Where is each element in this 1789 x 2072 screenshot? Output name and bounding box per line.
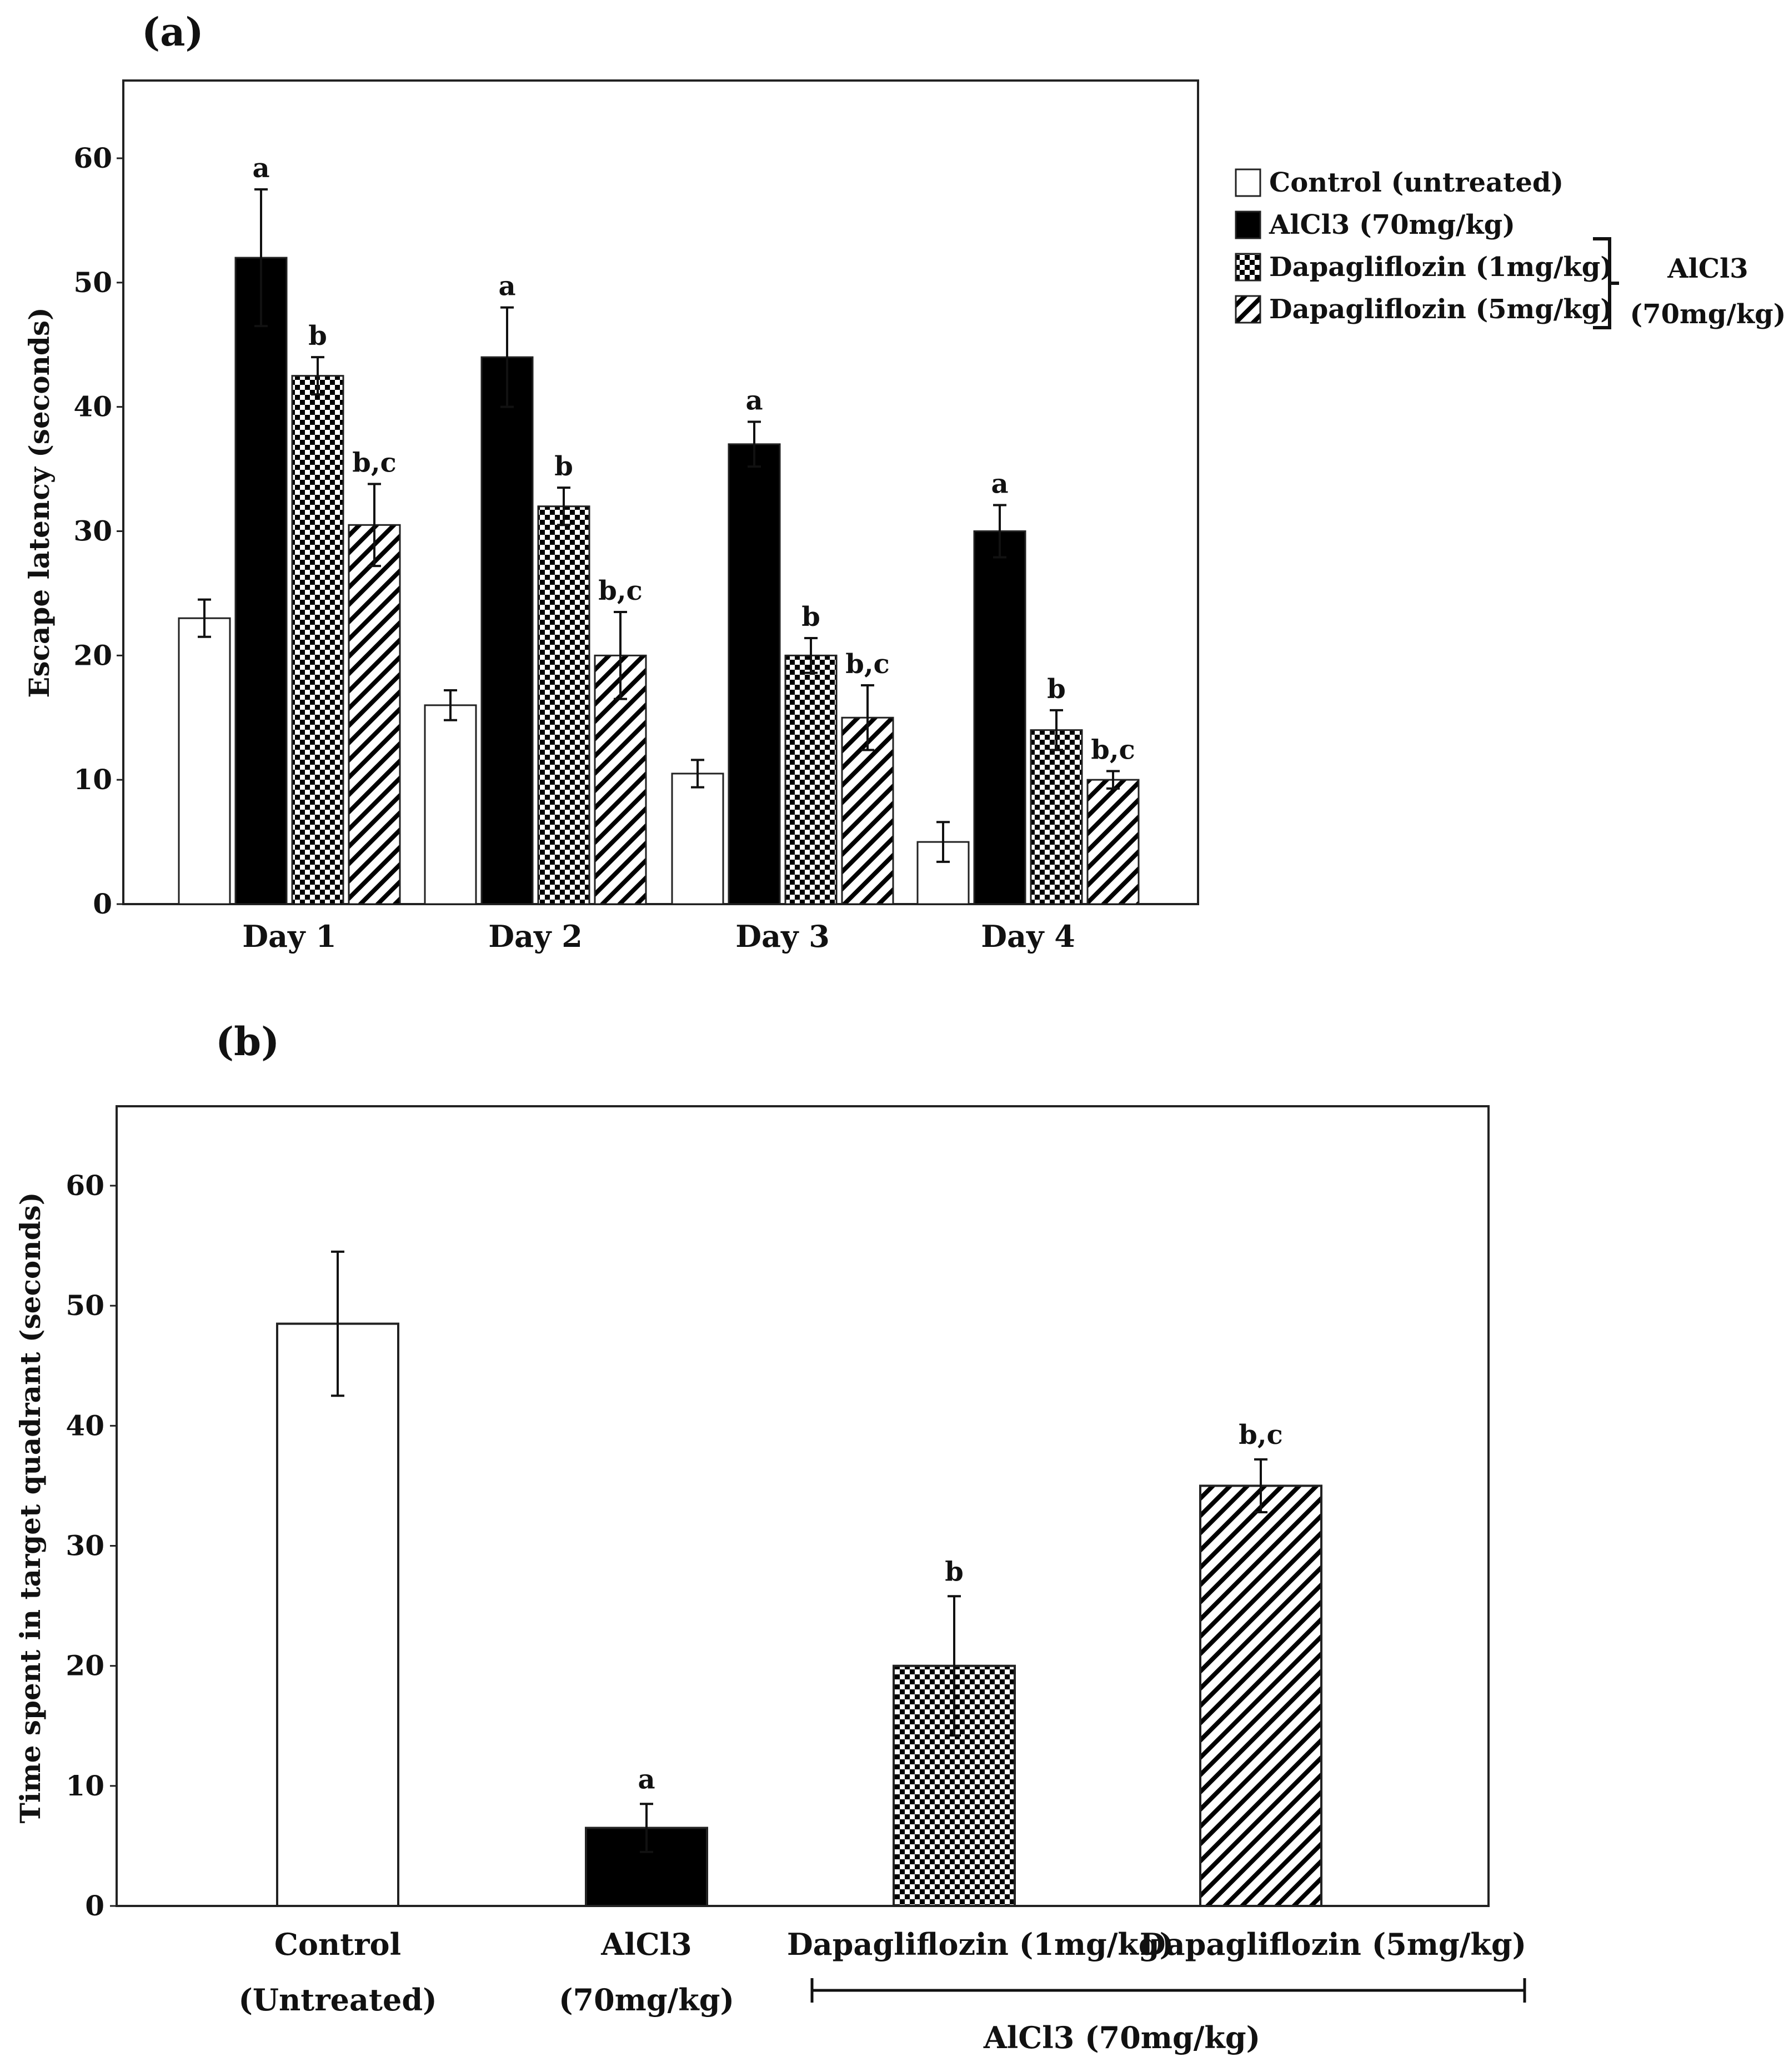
panel-a-ytick-label: 40 (73, 390, 112, 423)
panel-a-bar-day-4-black-sig-label: a (991, 468, 1008, 499)
panel-b-ytick-label: 40 (66, 1409, 104, 1442)
panel-a-category-day-2: Day 2 (488, 919, 583, 954)
panel-a-bar-day-1-black (234, 257, 288, 905)
panel-a-ytick-label: 30 (73, 515, 112, 548)
panel-a-frame (122, 79, 1199, 905)
panel-a-bar-day-1-checker (291, 375, 344, 905)
panel-a-bar-day-4-black (973, 530, 1026, 905)
panel-a-bar-day-2-checker-sig-label: b (554, 451, 573, 482)
panel-a-category-day-3: Day 3 (735, 919, 830, 954)
panel-a-bar-day-2-checker (537, 505, 590, 905)
panel-a-bar-day-1-white (178, 617, 231, 905)
panel-b-bar-white (276, 1322, 399, 1907)
group-bracket-label: AlCl3 (70mg/kg) (983, 2020, 1260, 2055)
panel-b-bar-hatch (1199, 1484, 1322, 1908)
panel-b-ytick-label: 10 (66, 1769, 104, 1802)
panel-a-bar-day-1-black-sig-label: a (252, 153, 269, 184)
panel-a-chart: Escape latency (seconds) 0 10 20 30 40 50 60 a… (23, 79, 1199, 954)
panel-a-bar-day-1-hatch-sig-label: b,c (352, 447, 397, 478)
panel-a-ytick-label: 0 (93, 887, 112, 920)
panel-b-category-2-line2: (70mg/kg) (559, 1982, 734, 2018)
panel-a-category-day-4: Day 4 (981, 919, 1075, 954)
panel-a-label: (a) (142, 9, 204, 55)
legend-bracket-label-1: AlCl3 (1667, 253, 1748, 284)
panel-a-ylabel: Escape latency (seconds) (23, 307, 56, 698)
panel-b-chart: Time spent in target quadrant (seconds) … (14, 1105, 1526, 2055)
panel-a-bar-day-2-white (424, 704, 477, 905)
legend-swatch-black (1235, 210, 1261, 239)
panel-b-category-4-line1: Dapagliflozin (5mg/kg) (1140, 1926, 1526, 1962)
panel-a-bar-day-3-black (728, 443, 781, 905)
panel-a-bar-day-4-checker-sig-label: b (1047, 674, 1066, 705)
legend-bracket-label-2: (70mg/kg) (1630, 299, 1786, 330)
panel-a-bar-day-3-hatch-sig-label: b,c (845, 649, 890, 680)
panel-a-bar-day-2-black (480, 356, 534, 905)
panel-a-ytick-label: 10 (73, 763, 112, 796)
panel-a-ytick-label: 50 (73, 266, 112, 299)
legend-label-checker: Dapagliflozin (1mg/kg) (1269, 252, 1613, 283)
panel-b-bar-checker-sig-label: b (945, 1556, 964, 1587)
panel-b-ytick-label: 0 (85, 1889, 104, 1922)
panel-b-ytick-label: 60 (66, 1169, 104, 1202)
panel-b-ytick-label: 20 (66, 1649, 104, 1682)
legend-swatch-hatch (1235, 295, 1261, 324)
panel-b-category-1-line1: Control (274, 1926, 401, 1962)
legend-label-black: AlCl3 (70mg/kg) (1269, 209, 1515, 240)
legend-swatch-white (1235, 168, 1261, 197)
panel-a-bar-day-2-hatch-sig-label: b,c (598, 575, 643, 606)
panel-b-category-3-line1: Dapagliflozin (1mg/kg) (787, 1926, 1174, 1962)
panel-b-bar-hatch-sig-label: b,c (1239, 1419, 1283, 1451)
panel-b-category-1-line2: (Untreated) (238, 1982, 437, 2018)
panel-a-bar-day-3-checker (784, 654, 838, 905)
panel-b-bar-black-sig-label: a (638, 1764, 655, 1795)
panel-a-ytick-label: 20 (73, 639, 112, 671)
legend-label-hatch: Dapagliflozin (5mg/kg) (1269, 294, 1613, 325)
panel-b-frame (116, 1105, 1490, 1907)
panel-a-ytick-label: 60 (73, 142, 112, 174)
legend: Control (untreated) AlCl3 (70mg/kg) Dapagl… (1235, 167, 1786, 330)
panel-b-category-2-line1: AlCl3 (600, 1926, 691, 1962)
panel-a-bar-day-2-black-sig-label: a (498, 271, 515, 302)
panel-a-bar-day-3-black-sig-label: a (745, 385, 763, 417)
panel-b-ytick-label: 50 (66, 1289, 104, 1322)
group-bracket-line (810, 1978, 1526, 2003)
panel-a-bar-day-4-checker (1030, 729, 1083, 905)
panel-a-bar-day-3-white (671, 772, 724, 905)
panel-b-ytick-label: 30 (66, 1529, 104, 1562)
legend-group-bracket (1593, 237, 1619, 329)
panel-a-bar-day-4-hatch (1086, 779, 1140, 905)
legend-swatch-checker (1235, 253, 1261, 282)
panel-b-label: (b) (216, 1019, 279, 1065)
panel-a-bar-day-3-checker-sig-label: b (801, 601, 820, 633)
panel-a-category-day-1: Day 1 (242, 919, 337, 954)
panel-b-ylabel: Time spent in target quadrant (seconds) (14, 1192, 47, 1824)
legend-label-white: Control (untreated) (1269, 167, 1564, 198)
panel-a-bar-day-4-hatch-sig-label: b,c (1091, 734, 1135, 765)
panel-a-bar-day-1-hatch (348, 524, 401, 905)
panel-a-bar-day-1-checker-sig-label: b (308, 320, 327, 352)
